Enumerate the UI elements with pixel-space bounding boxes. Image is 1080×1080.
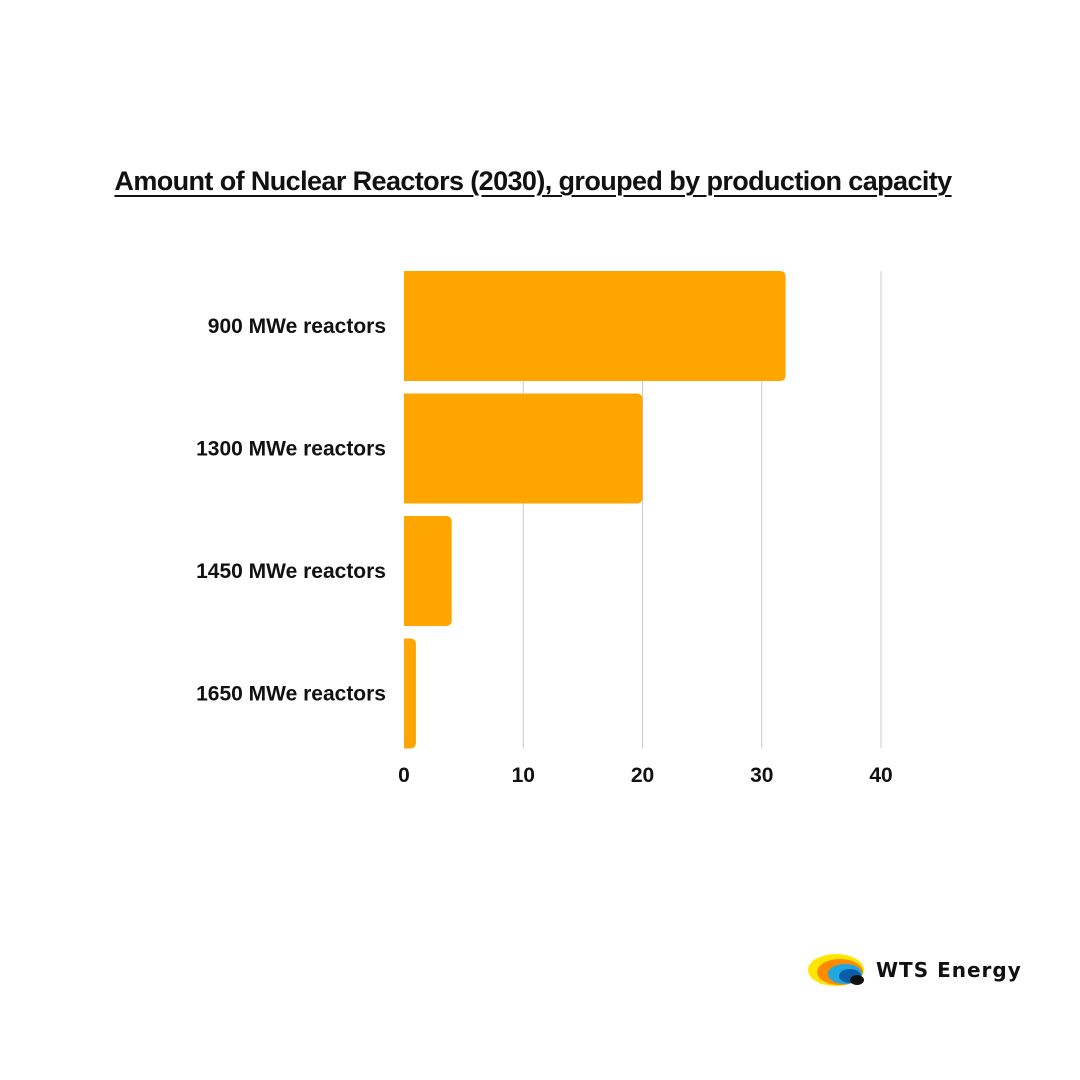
x-tick-label: 0 [398, 764, 410, 787]
x-tick-label: 10 [512, 764, 535, 787]
x-tick-label: 30 [750, 764, 773, 787]
category-labels: 900 MWe reactors 1300 MWe reactors 1450 MW… [196, 315, 386, 706]
chart-title: Amount of Nuclear Reactors (2030), group… [114, 166, 952, 196]
bar [404, 638, 416, 749]
bar [404, 516, 452, 626]
x-tick-label: 40 [869, 764, 892, 787]
x-axis-ticks: 0 10 20 30 40 [398, 764, 893, 787]
category-label: 1650 MWe reactors [196, 683, 386, 706]
category-label: 1450 MWe reactors [196, 560, 386, 583]
logo-swirl-icon [808, 954, 864, 986]
bar [404, 271, 786, 381]
category-label: 900 MWe reactors [208, 315, 386, 338]
bars [404, 271, 786, 749]
category-label: 1300 MWe reactors [196, 438, 386, 461]
wts-energy-logo: WTS Energy [806, 950, 1046, 994]
logo-text: WTS Energy [876, 958, 1022, 982]
x-tick-label: 20 [631, 764, 654, 787]
bar [404, 393, 643, 504]
